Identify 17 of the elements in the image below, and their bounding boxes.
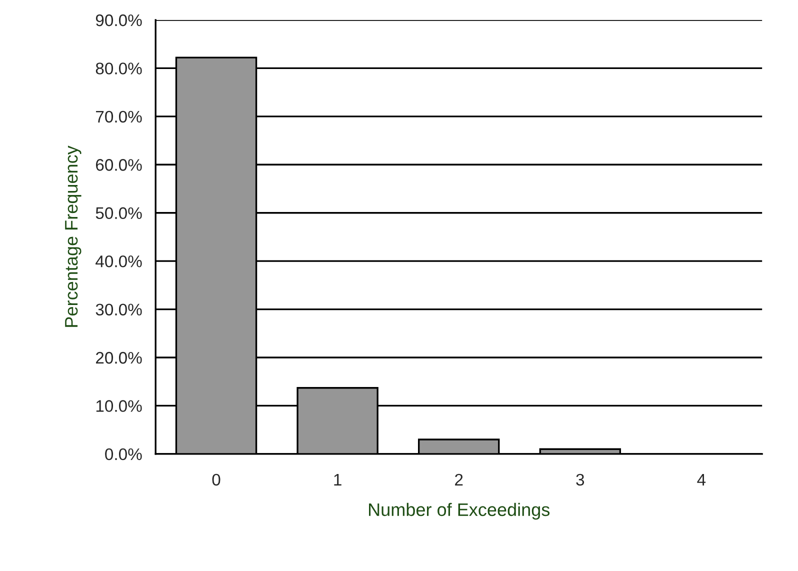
y-tick-label: 30.0% — [96, 304, 142, 316]
y-tick-label: 20.0% — [96, 352, 142, 364]
y-tick-label: 90.0% — [96, 14, 142, 26]
y-tick-label: 80.0% — [96, 62, 142, 74]
y-tick-label: 50.0% — [96, 207, 142, 220]
y-tick-label: 60.0% — [96, 159, 142, 171]
x-axis-title: Number of Exceedings — [369, 502, 550, 520]
x-tick-label: 1 — [334, 474, 342, 486]
y-axis-title: Percentage Frequency — [65, 146, 82, 327]
y-tick-label: 40.0% — [96, 255, 142, 268]
y-tick-label: 70.0% — [96, 110, 142, 123]
y-tick-label: 10.0% — [96, 400, 142, 412]
x-tick-label: 3 — [576, 474, 584, 486]
x-tick-label: 2 — [455, 474, 463, 486]
x-tick-label: 4 — [697, 474, 706, 486]
y-tick-label: 0.0% — [105, 448, 142, 460]
x-tick-label: 0 — [212, 474, 220, 486]
